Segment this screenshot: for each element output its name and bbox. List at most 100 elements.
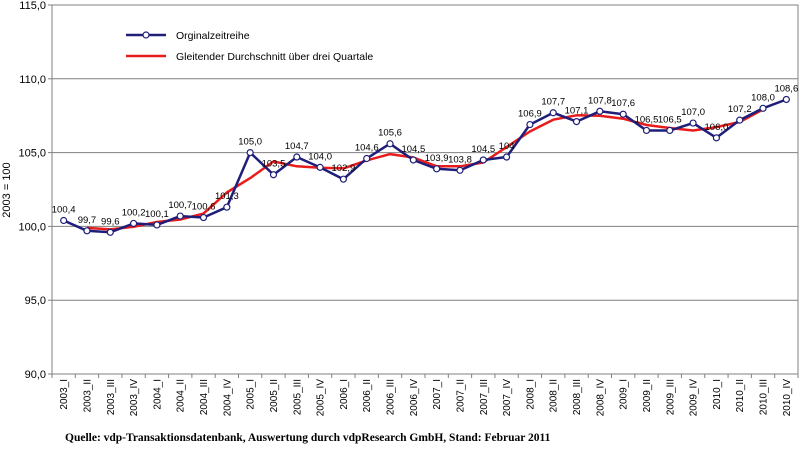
y-axis-ticks: 90,0 95,0 100,0 105,0 110,0 115,0 [18,0,52,381]
data-point [129,219,138,228]
data-point [223,203,231,211]
data-label: 101,3 [215,191,239,202]
data-point [526,120,534,129]
series-lines [63,98,787,234]
data-point [596,107,604,115]
x-tick-label: 2003_I [59,379,70,410]
data-label: 106,9 [518,109,542,120]
data-label: 106,5 [658,114,682,125]
legend-label-original: Orginalzeitreihe [176,30,250,42]
data-point [386,140,394,148]
data-label: 107,1 [565,106,589,117]
data-label: 107,0 [681,107,705,118]
data-label: 104,5 [401,144,425,155]
data-label: 107,6 [611,98,635,109]
data-point [759,104,767,112]
data-label: 100,7 [168,200,192,211]
data-label: 107,7 [541,97,565,108]
x-tick-label: 2004_III [199,379,210,415]
data-point [339,175,348,183]
data-point [782,95,790,104]
data-label: 104,6 [355,143,379,154]
data-point [642,126,651,135]
data-label: 104,5 [471,144,495,155]
data-label: 103,5 [262,159,286,170]
x-tick-label: 2006_I [339,379,350,410]
data-label: 102,9 [332,163,356,174]
x-tick-label: 2003_III [106,379,117,415]
x-tick-label: 2005_II [269,379,280,412]
data-point [479,156,487,164]
data-label: 106,5 [635,114,659,125]
data-label: 107,8 [588,95,612,106]
x-tick-label: 2007_III [479,379,490,415]
data-point [153,221,161,229]
y-tick-label: 90,0 [25,369,46,381]
data-point [456,166,464,174]
data-point [409,156,417,164]
x-tick-label: 2005_III [292,379,303,415]
data-point [60,216,68,225]
series-line-average [86,108,764,231]
x-tick-label: 2008_III [572,379,583,415]
x-tick-label: 2010_IV [782,379,793,417]
data-point [572,118,581,126]
data-label: 100,4 [52,204,76,215]
data-label: 100,2 [122,207,146,218]
source-note: Quelle: vdp-Transaktionsdatenbank, Auswe… [65,432,551,444]
x-tick-label: 2007_IV [502,379,513,417]
x-tick-label: 2003_IV [129,379,140,417]
x-tick-label: 2010_III [759,379,770,415]
x-tick-label: 2004_II [176,379,187,412]
data-label: 104,0 [308,151,332,162]
data-point [269,171,278,179]
legend-marker-original [142,31,150,39]
data-label: 106,0 [705,122,729,133]
y-tick-label: 115,0 [19,0,46,12]
x-tick-label: 2008_IV [595,379,606,417]
y-tick-label: 110,0 [19,74,46,86]
data-point [83,227,91,235]
x-tick-label: 2006_III [386,379,397,415]
data-label: 99,7 [78,215,97,226]
gridlines [52,78,798,301]
data-point [363,154,371,163]
legend-label-average: Gleitender Durchschnitt über drei Quarta… [176,51,373,63]
data-label: 103,9 [425,153,449,164]
x-tick-label: 2003_II [82,379,93,412]
x-axis-ticks: 2003_I 2003_II 2003_III 2003_IV 2004_I 2004_I… [51,374,799,417]
y-tick-label: 95,0 [25,295,46,307]
plot-area-border [51,4,799,375]
x-tick-label: 2010_I [712,379,723,410]
y-axis-label: 2003 = 100 [1,162,13,217]
series-line-original [63,98,787,234]
x-tick-label: 2010_II [735,379,746,412]
x-tick-label: 2006_IV [409,379,420,417]
data-label: 103,8 [448,154,472,165]
x-tick-label: 2008_I [525,379,536,410]
x-tick-label: 2009_II [642,379,653,412]
data-label: 108,0 [751,92,775,103]
data-point [433,165,441,173]
x-tick-label: 2009_III [665,379,676,415]
data-label: 100,6 [192,202,216,213]
x-tick-label: 2004_IV [222,379,233,417]
data-label: 99,6 [101,216,120,227]
data-label: 100,1 [145,209,169,220]
data-label: 104,7 [285,141,309,152]
x-tick-label: 2004_I [152,379,163,410]
data-point [293,153,301,161]
data-label: 108,6 [774,83,798,94]
data-label: 105,6 [378,128,402,139]
data-point [666,126,674,135]
x-tick-label: 2005_I [246,379,257,410]
x-tick-label: 2005_IV [316,379,327,417]
data-label: 104 [499,141,515,152]
x-tick-label: 2008_II [549,379,560,412]
data-point [316,163,324,171]
x-tick-label: 2009_I [619,379,630,410]
legend: Orginalzeitreihe Gleitender Durchschnitt… [126,30,373,63]
y-tick-label: 100,0 [18,221,46,233]
